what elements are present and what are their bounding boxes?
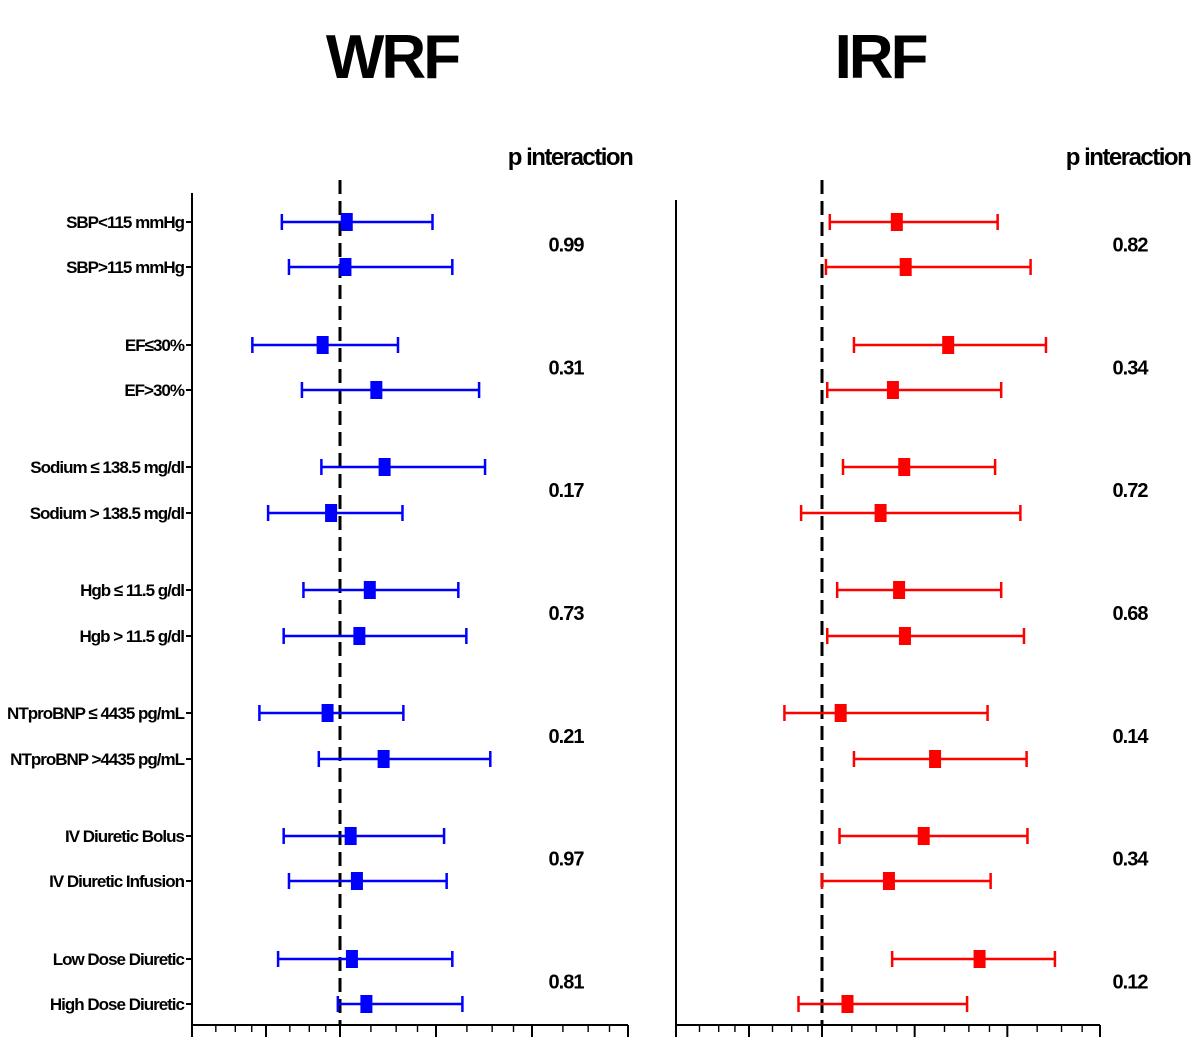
point-estimate: [917, 827, 930, 845]
category-label: NTproBNP >4435 pg/mL: [10, 750, 184, 769]
p-interaction-value: 0.73: [549, 603, 585, 625]
point-estimate: [350, 872, 363, 890]
point-estimate: [898, 627, 911, 645]
point-estimate: [942, 336, 955, 354]
point-estimate: [841, 995, 854, 1013]
p-interaction-header-wrf: p interaction: [508, 144, 633, 171]
point-estimate: [321, 704, 334, 722]
p-interaction-value: 0.34: [1113, 849, 1150, 871]
p-interaction-header-irf: p interaction: [1066, 144, 1191, 171]
point-estimate: [339, 258, 352, 276]
point-estimate: [874, 504, 887, 522]
point-estimate: [345, 950, 358, 968]
p-interaction-value: 0.31: [549, 358, 585, 380]
point-estimate: [899, 258, 912, 276]
point-estimate: [316, 336, 329, 354]
panel-title-irf: IRF: [835, 23, 927, 92]
point-estimate: [370, 381, 383, 399]
point-estimate: [325, 504, 338, 522]
panel-irf: 0.82 0.34 0.72 0.68 0.14 0.34 0.12: [675, 180, 1150, 1037]
point-estimate: [834, 704, 847, 722]
point-estimate: [353, 627, 366, 645]
category-label: IV Diuretic Bolus: [65, 827, 185, 846]
panel-title-wrf: WRF: [326, 23, 459, 92]
point-estimate: [340, 213, 353, 231]
panel-wrf: SBP<115 mmHg SBP>115 mmHg EF≤30% EF>30% Sodi…: [7, 180, 629, 1037]
category-label: Sodium > 138.5 mg/dl: [30, 504, 185, 523]
category-label: Low Dose Diuretic: [53, 950, 185, 969]
point-estimate: [377, 750, 390, 768]
point-estimate: [890, 213, 903, 231]
p-interaction-value: 0.97: [549, 849, 585, 871]
category-label: SBP<115 mmHg: [66, 213, 185, 232]
point-estimate: [378, 458, 391, 476]
p-interaction-value: 0.82: [1113, 235, 1149, 257]
point-estimate: [886, 381, 899, 399]
category-label: EF>30%: [124, 381, 185, 400]
point-estimate: [893, 581, 906, 599]
category-label: Hgb > 11.5 g/dl: [79, 627, 184, 646]
p-interaction-value: 0.34: [1113, 358, 1150, 380]
point-estimate: [882, 872, 895, 890]
category-label: High Dose Diuretic: [50, 995, 185, 1014]
point-estimate: [360, 995, 373, 1013]
p-interaction-value: 0.81: [549, 972, 585, 994]
p-interaction-value: 0.17: [549, 480, 585, 502]
category-label: NTproBNP ≤ 4435 pg/mL: [7, 704, 185, 723]
category-label: Sodium ≤ 138.5 mg/dl: [30, 458, 184, 477]
p-interaction-value: 0.72: [1113, 480, 1149, 502]
point-estimate: [363, 581, 376, 599]
point-estimate: [929, 750, 942, 768]
p-interaction-value: 0.12: [1113, 972, 1149, 994]
category-label: Hgb ≤ 11.5 g/dl: [80, 581, 184, 600]
point-estimate: [344, 827, 357, 845]
point-estimate: [973, 950, 986, 968]
p-interaction-value: 0.21: [549, 726, 585, 748]
category-label: SBP>115 mmHg: [66, 258, 185, 277]
p-interaction-value: 0.14: [1113, 726, 1150, 748]
p-interaction-value: 0.68: [1113, 603, 1149, 625]
p-interaction-value: 0.99: [549, 235, 585, 257]
category-label: EF≤30%: [125, 336, 185, 355]
category-label: IV Diuretic Infusion: [49, 872, 185, 891]
point-estimate: [898, 458, 911, 476]
